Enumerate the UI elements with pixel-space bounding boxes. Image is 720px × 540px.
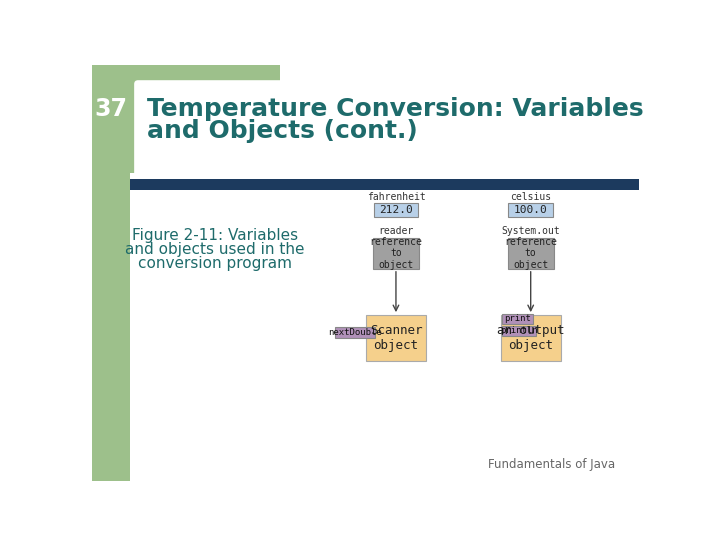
Text: Fundamentals of Java: Fundamentals of Java: [488, 458, 616, 471]
Bar: [366, 315, 426, 361]
Text: reference
to
object: reference to object: [369, 237, 423, 270]
Text: 212.0: 212.0: [379, 205, 413, 215]
Bar: [92, 65, 130, 481]
Bar: [130, 179, 639, 190]
Bar: [374, 204, 418, 217]
Text: Figure 2-11: Variables: Figure 2-11: Variables: [132, 228, 298, 243]
Bar: [500, 315, 561, 361]
Text: reference
to
object: reference to object: [504, 237, 557, 270]
Text: reader: reader: [378, 226, 413, 236]
Bar: [373, 238, 419, 269]
Text: and objects used in the: and objects used in the: [125, 242, 305, 257]
Bar: [508, 238, 554, 269]
Text: celsius: celsius: [510, 192, 552, 202]
Text: Temperature Conversion: Variables: Temperature Conversion: Variables: [148, 97, 644, 121]
Text: Scanner
object: Scanner object: [369, 324, 422, 352]
Text: conversion program: conversion program: [138, 256, 292, 271]
Text: and Objects (cont.): and Objects (cont.): [148, 119, 418, 143]
Text: print: print: [504, 314, 531, 323]
Bar: [335, 327, 375, 338]
Text: an output
object: an output object: [497, 324, 564, 352]
FancyBboxPatch shape: [134, 80, 642, 188]
Bar: [503, 326, 536, 336]
Bar: [508, 204, 553, 217]
Text: println: println: [500, 326, 538, 335]
Bar: [130, 65, 281, 173]
Text: 37: 37: [94, 97, 127, 121]
Bar: [503, 314, 533, 323]
Text: fahrenheit: fahrenheit: [366, 192, 426, 202]
Text: nextDouble: nextDouble: [328, 328, 382, 338]
Text: System.out: System.out: [501, 226, 560, 236]
Text: 100.0: 100.0: [514, 205, 548, 215]
